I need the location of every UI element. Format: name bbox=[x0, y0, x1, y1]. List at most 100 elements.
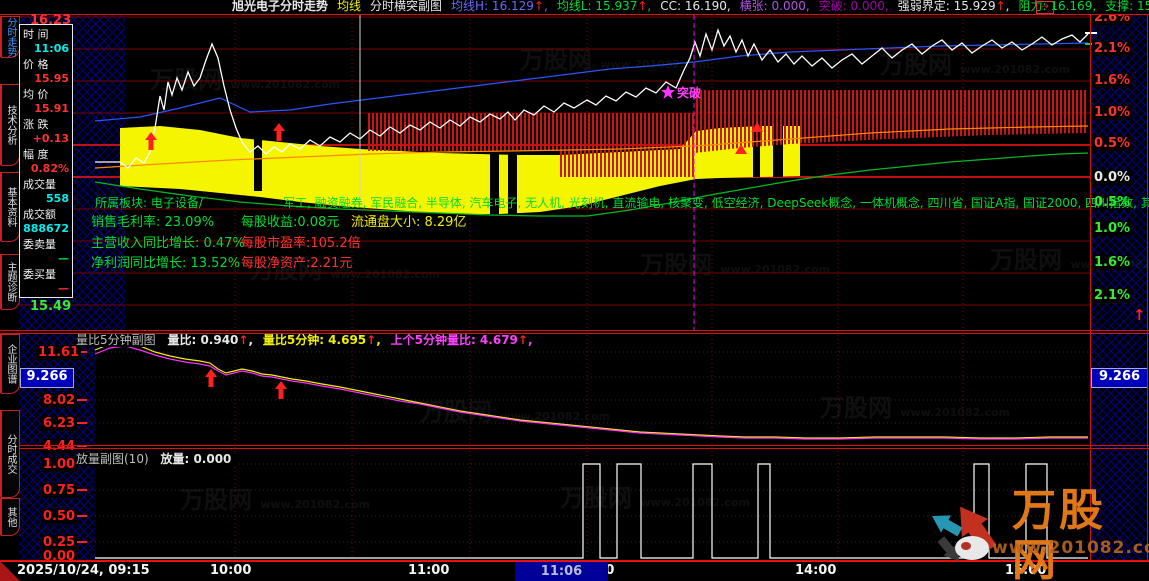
quote-row-change: 涨 跌 +0.13 bbox=[23, 118, 69, 145]
ratio-field: 量比: 0.940↑, bbox=[167, 333, 254, 347]
watermark: 万股网 www.201082.com bbox=[420, 398, 610, 426]
axis-tick-1500: 15:00 bbox=[1005, 563, 1047, 578]
scale-neg-2.1: 2.1% bbox=[1092, 288, 1133, 303]
book-value: 每股净资产:2.21元 bbox=[241, 256, 353, 271]
selected-time-badge: 11:06 bbox=[515, 562, 608, 581]
field-cc: CC: 16.190, bbox=[660, 0, 731, 13]
profit-growth: 净利润同比增长: 13.52% bbox=[91, 256, 241, 271]
hatch-zone-2 bbox=[560, 151, 694, 177]
watermark: 万股网 www.201082.com bbox=[250, 256, 440, 284]
brand-logo-arrows-icon bbox=[932, 506, 997, 561]
field-hengzhang: 横张: 0.000, bbox=[739, 0, 810, 13]
ratio5-field: 量比5分钟: 4.695↑, bbox=[262, 333, 381, 347]
sidebar-tab-technical[interactable]: 技术分析 bbox=[0, 84, 20, 166]
ratio-scale-11.61: 11.61 bbox=[36, 345, 82, 360]
vol-scale-0.50: 0.50 bbox=[41, 509, 78, 524]
scale-pos-2.1: 2.1% bbox=[1092, 41, 1133, 56]
ratio-panel-header: 量比5分钟副图 量比: 0.940↑, 量比5分钟: 4.695↑, 上个5分钟… bbox=[76, 333, 539, 347]
axis-tick-1400: 14:00 bbox=[795, 563, 837, 578]
title-bar: 旭光电子分时走势 均线 分时横突副图 均线H: 16.129↑, 均线L: 15… bbox=[0, 0, 1149, 14]
breakout-star-icon bbox=[661, 85, 675, 99]
brand-name: 万股网 bbox=[1012, 485, 1106, 581]
ratio-scale-4.44: 4.44 bbox=[41, 439, 78, 454]
quote-row-turnover: 成交额 888672 bbox=[23, 208, 69, 235]
sub-indicator-name[interactable]: 分时横突副图 bbox=[370, 0, 443, 13]
axis-tick-1000: 10:00 bbox=[210, 563, 252, 578]
sidebar-tab-intraday[interactable]: 分时走势 bbox=[0, 16, 20, 58]
scale-zero: 0.0% bbox=[1092, 170, 1133, 185]
axis-corner-shape bbox=[0, 561, 20, 581]
quote-row-pct: 幅 度 0.82% bbox=[23, 148, 69, 175]
quote-row-bid: 委买量 — bbox=[23, 268, 69, 295]
separator bbox=[0, 333, 1149, 334]
vol-scale-0.75: 0.75 bbox=[41, 483, 78, 498]
buy-arrow-markers bbox=[145, 123, 287, 399]
tab-label: 主题诊断 bbox=[5, 262, 16, 302]
field-mah: 均线H: 16.129↑, bbox=[451, 0, 548, 13]
separator bbox=[0, 448, 1149, 449]
eps: 每股收益:0.08元 bbox=[241, 215, 340, 230]
field-support: 支撑: 15.771, bbox=[1105, 0, 1149, 13]
tab-label: 分时走势 bbox=[5, 17, 16, 57]
breakout-annotation: 突破 bbox=[677, 86, 702, 100]
volume-field: 放量: 0.000 bbox=[160, 452, 232, 466]
field-mal: 均线L: 15.937↑, bbox=[556, 0, 652, 13]
watermark: 万股网 www.201082.com bbox=[560, 484, 750, 512]
overlay-indicator-name[interactable]: 均线 bbox=[337, 0, 362, 13]
tab-label: 其他 bbox=[5, 507, 16, 527]
axis-tick-1100: 11:00 bbox=[408, 563, 450, 578]
separator bbox=[1090, 14, 1091, 560]
price-high-label: 16.23 bbox=[30, 13, 72, 28]
axis-date: 2025/10/24, 09:15 bbox=[17, 563, 150, 578]
pe-ratio: 每股市盈率:105.2倍 bbox=[241, 236, 361, 251]
hatch-zone-1 bbox=[368, 113, 694, 151]
quote-row-price: 价 格 15.95 bbox=[23, 58, 69, 85]
separator bbox=[0, 14, 1149, 15]
separator bbox=[0, 330, 1149, 331]
field-strength: 强弱界定: 15.929↑, bbox=[897, 0, 1010, 13]
triangle-markers bbox=[735, 122, 763, 154]
tab-label: 分时成交 bbox=[5, 434, 16, 474]
hatch-zone-3 bbox=[694, 90, 1088, 153]
watermark: 万股网 www.201082.com bbox=[180, 486, 370, 514]
sidebar-tab-fundamentals[interactable]: 基本资料 bbox=[0, 172, 20, 242]
sidebar-tab-enterprise[interactable]: 企业图谱 bbox=[0, 334, 20, 394]
scale-neg-1.0: 1.0% bbox=[1092, 221, 1133, 236]
ratio-curve-magenta bbox=[94, 345, 1088, 440]
volume-panel-title[interactable]: 放量副图(10) bbox=[76, 452, 149, 466]
panel-up-arrow-icon: ↑ bbox=[1133, 306, 1146, 324]
scale-pos-0.5: 0.5% bbox=[1092, 136, 1133, 151]
revenue-growth: 主营收入同比增长: 0.47% bbox=[91, 236, 245, 251]
sidebar-tab-theme[interactable]: 主题诊断 bbox=[0, 254, 20, 310]
scale-pos-1.6: 1.6% bbox=[1092, 73, 1133, 88]
brand-logo: 万股网 www.201082.com bbox=[920, 486, 1149, 581]
gross-margin: 销售毛利率: 23.09% bbox=[91, 215, 215, 230]
vol-scale-0.25: 0.25 bbox=[41, 535, 78, 550]
sidebar-tab-other[interactable]: 其他 bbox=[0, 498, 20, 536]
volume-panel-header: 放量副图(10) 放量: 0.000 bbox=[76, 452, 238, 466]
quote-row-time: 时 间 11:06 bbox=[23, 28, 69, 55]
scale-neg-1.6: 1.6% bbox=[1092, 255, 1133, 270]
field-resistance: 阻力: 16.169, bbox=[1018, 0, 1097, 13]
yellow-band bbox=[120, 126, 800, 214]
vol-scale-1.00: 1.00 bbox=[41, 457, 78, 472]
separator bbox=[1147, 0, 1148, 581]
stock-title: 旭光电子分时走势 bbox=[232, 0, 329, 13]
price-line bbox=[95, 27, 1089, 169]
exit-icon[interactable]: → bbox=[1036, 1, 1054, 14]
quote-row-ask: 委卖量 — bbox=[23, 238, 69, 265]
upper-band-line bbox=[94, 42, 1089, 122]
ratio-panel-title[interactable]: 量比5分钟副图 bbox=[76, 333, 156, 347]
float-size: 流通盘大小: 8.29亿 bbox=[351, 215, 467, 230]
price-low-label: 15.49 bbox=[30, 299, 72, 314]
ratio-current-left: 9.266 bbox=[20, 368, 74, 388]
watermark: 万股网 www.201082.com bbox=[880, 51, 1070, 79]
ratio-scale-6.23: 6.23 bbox=[41, 416, 78, 431]
tab-label: 基本资料 bbox=[5, 187, 16, 227]
quote-row-volume: 成交量 558 bbox=[23, 178, 69, 205]
watermark: 万股网 www.201082.com bbox=[820, 394, 1010, 422]
sidebar-tab-ticks[interactable]: 分时成交 bbox=[0, 410, 20, 498]
average-price-line bbox=[94, 125, 1089, 169]
separator bbox=[0, 560, 1149, 561]
